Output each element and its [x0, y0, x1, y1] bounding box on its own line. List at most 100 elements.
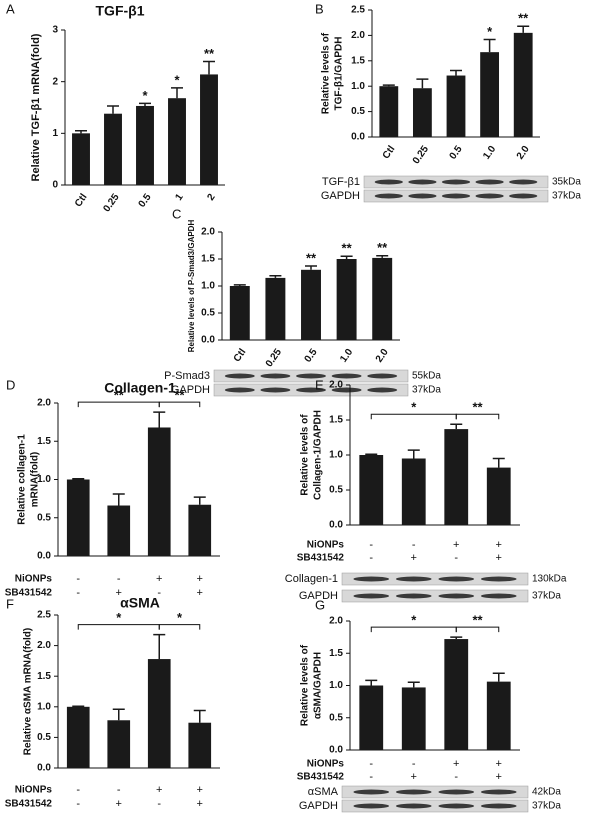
- y-tick-label: 2.0: [351, 30, 365, 41]
- x-tick-label: 0.5: [303, 347, 320, 365]
- blot-lane: [509, 193, 538, 199]
- error-bar: [203, 60, 215, 75]
- error-bar: [340, 255, 353, 259]
- blot-lane: [480, 576, 517, 582]
- blot-lane: [441, 193, 471, 199]
- y-tick-label: 0.0: [351, 132, 365, 143]
- blot-lane: [367, 387, 398, 393]
- error-bar: [365, 453, 378, 456]
- error-bar: [450, 423, 463, 430]
- bar: [359, 685, 384, 750]
- significance-bracket: [77, 401, 160, 408]
- y-tick-label: 2.0: [201, 227, 215, 238]
- bar: [513, 32, 533, 137]
- significance-bracket: [77, 624, 160, 630]
- y-tick-label: 2.0: [329, 380, 343, 391]
- y-axis-label: Relative levels of P-Smad3/GAPDH: [187, 220, 196, 353]
- panel-letter: E: [315, 377, 324, 392]
- error-bar: [382, 84, 395, 87]
- y-tick-label: 1.0: [201, 281, 215, 292]
- blot-lane: [408, 179, 437, 185]
- blot-size: 130kDa: [532, 574, 567, 585]
- error-bar: [112, 493, 125, 506]
- treatment-sign: -: [369, 771, 373, 783]
- x-tick-label: 0.25: [411, 144, 431, 167]
- blot-size: 37kDa: [552, 191, 581, 202]
- bar: [168, 98, 186, 185]
- blot-lane: [353, 789, 390, 795]
- error-bar: [269, 274, 282, 278]
- treatment-sign: +: [453, 539, 459, 551]
- y-axis-label: mRNA(fold): [30, 452, 41, 508]
- error-bar: [416, 78, 429, 89]
- treatment-sign: +: [116, 798, 122, 810]
- y-tick-label: 2.0: [329, 616, 343, 627]
- treatment-sign: -: [157, 798, 161, 810]
- significance: **: [518, 11, 529, 26]
- y-tick-label: 0.0: [37, 551, 51, 562]
- error-bar: [112, 708, 125, 721]
- blot-lane: [296, 373, 326, 379]
- y-axis-label: Relative TGF-β1 mRNA(fold): [30, 33, 42, 181]
- blot-lane: [260, 373, 291, 379]
- panel-letter: B: [315, 1, 324, 16]
- blot-lane: [438, 593, 475, 599]
- significance: *: [487, 24, 493, 39]
- y-axis-label: Relative levels of: [300, 414, 311, 496]
- x-tick-label: 1.0: [481, 144, 498, 162]
- bar: [359, 455, 384, 525]
- bar: [265, 277, 286, 340]
- bar: [188, 722, 212, 768]
- blot-lane: [438, 576, 475, 582]
- bar: [336, 259, 357, 340]
- treatment-sign: -: [369, 758, 373, 770]
- error-bar: [407, 449, 420, 459]
- treatment-sign: -: [369, 539, 373, 551]
- error-bar: [407, 681, 420, 688]
- error-bar: [233, 284, 246, 286]
- y-tick-label: 1.0: [329, 680, 343, 691]
- treatment-sign: -: [76, 784, 80, 796]
- error-bar: [450, 69, 462, 76]
- blot-size: 37kDa: [412, 385, 441, 396]
- blot-lane: [224, 387, 255, 393]
- significance-bracket: [455, 626, 500, 633]
- significance: **: [174, 388, 185, 403]
- panel-letter: D: [6, 377, 15, 392]
- x-tick-label: 2.0: [515, 144, 532, 162]
- treatment-name: NiONPs: [15, 785, 53, 796]
- x-tick-label: 1: [173, 192, 185, 203]
- blot-size: 55kDa: [412, 371, 441, 382]
- treatment-sign: -: [117, 784, 121, 796]
- blot-lane: [331, 373, 362, 379]
- error-bar: [450, 636, 463, 640]
- y-axis-label: Relative levels of: [321, 32, 332, 114]
- y-tick-label: 2.0: [37, 640, 51, 651]
- error-bar: [153, 633, 166, 660]
- error-bar: [153, 411, 166, 428]
- chart-title: Collagen-1: [104, 380, 176, 396]
- blot-lane: [331, 387, 362, 393]
- y-tick-label: 0.0: [329, 745, 343, 756]
- significance-bracket: [158, 401, 201, 408]
- chart-title: αSMA: [120, 595, 160, 611]
- blot-lane: [367, 373, 398, 379]
- chart-title: TGF-β1: [96, 3, 145, 19]
- treatment-sign: +: [197, 784, 203, 796]
- error-bar: [75, 130, 87, 134]
- error-bar: [72, 477, 85, 480]
- treatment-sign: +: [116, 587, 122, 599]
- treatment-sign: -: [157, 587, 161, 599]
- significance: *: [116, 610, 122, 625]
- panel-letter: F: [6, 596, 14, 611]
- bar: [229, 286, 250, 340]
- bar: [444, 429, 469, 525]
- treatment-sign: -: [412, 539, 416, 551]
- blot-size: 37kDa: [532, 591, 561, 602]
- y-tick-label: 2.5: [37, 610, 51, 621]
- y-tick-label: 3: [52, 25, 58, 36]
- error-bar: [107, 105, 119, 114]
- blot-lane: [480, 593, 517, 599]
- bar: [107, 720, 131, 768]
- significance: **: [472, 400, 483, 415]
